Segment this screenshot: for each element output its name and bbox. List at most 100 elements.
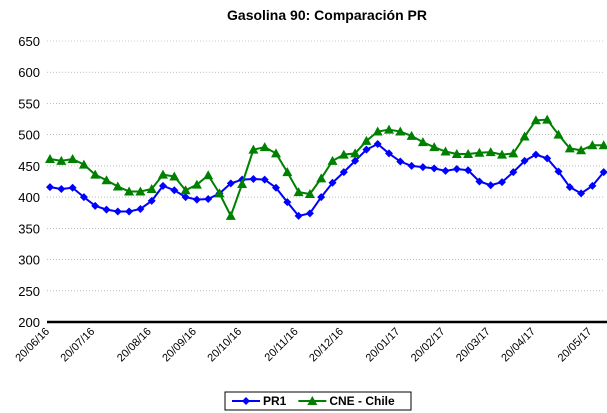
data-point: [79, 193, 88, 202]
data-point: [350, 148, 361, 158]
data-point: [395, 126, 406, 136]
data-point: [406, 130, 417, 140]
data-point: [214, 188, 225, 198]
data-point: [181, 193, 190, 202]
data-point: [463, 149, 474, 159]
x-tick-label: 20/04/17: [499, 326, 538, 365]
data-point: [508, 148, 519, 158]
legend-marker: [242, 397, 250, 405]
data-point: [440, 146, 451, 156]
y-tick-label: 450: [18, 159, 40, 174]
data-point: [271, 148, 281, 158]
data-point: [587, 140, 598, 150]
data-point: [169, 171, 180, 181]
x-tick-label: 20/02/17: [409, 326, 448, 365]
data-point: [327, 155, 338, 165]
x-tick-label: 20/11/16: [263, 326, 301, 364]
data-point: [272, 183, 280, 192]
data-point: [430, 164, 439, 173]
data-point: [384, 124, 394, 134]
chart-title: Gasolina 90: Comparación PR: [227, 7, 427, 23]
data-point: [576, 145, 587, 155]
x-tick-label: 20/05/17: [556, 326, 595, 365]
data-point: [112, 181, 123, 191]
data-point: [464, 166, 473, 175]
data-point: [305, 209, 314, 218]
data-point: [259, 142, 270, 152]
data-point: [577, 189, 586, 198]
data-point: [90, 169, 101, 179]
data-point: [486, 181, 495, 190]
legend-label: CNE - Chile: [329, 394, 395, 408]
data-point: [170, 186, 179, 195]
data-point: [452, 165, 461, 174]
data-point: [599, 168, 607, 177]
data-point: [598, 140, 607, 150]
data-point: [180, 185, 191, 195]
legend-label: PR1: [263, 394, 287, 408]
y-tick-label: 400: [18, 190, 40, 205]
data-point: [531, 150, 540, 159]
data-point: [554, 167, 563, 176]
data-point: [102, 205, 111, 214]
data-point: [135, 186, 146, 196]
data-point: [46, 183, 54, 192]
x-tick-label: 20/03/17: [454, 326, 493, 365]
data-point: [565, 183, 574, 192]
data-point: [351, 156, 360, 165]
y-tick-label: 200: [18, 315, 40, 330]
data-point: [147, 196, 156, 205]
data-point: [158, 169, 168, 179]
y-tick-label: 650: [18, 34, 40, 49]
x-tick-label: 20/07/16: [59, 326, 98, 365]
data-point: [417, 137, 428, 147]
data-point: [192, 195, 201, 204]
data-point: [136, 204, 145, 213]
data-point: [429, 142, 440, 152]
x-tick-label: 20/01/17: [364, 326, 403, 365]
data-point: [124, 186, 135, 196]
y-tick-label: 550: [18, 96, 40, 111]
data-point: [474, 147, 485, 157]
x-tick-label: 20/10/16: [205, 326, 244, 365]
data-point: [339, 168, 348, 177]
data-point: [385, 149, 393, 158]
data-point: [226, 179, 235, 188]
data-point: [282, 167, 293, 177]
data-point: [225, 210, 236, 220]
x-tick-label: 20/08/16: [115, 326, 154, 365]
data-point: [361, 135, 372, 145]
data-point: [237, 178, 248, 188]
data-point: [441, 166, 450, 175]
data-point: [249, 175, 258, 184]
data-point: [293, 187, 304, 197]
data-point: [113, 207, 122, 216]
data-point: [497, 149, 507, 159]
y-tick-label: 300: [18, 253, 40, 268]
data-point: [372, 126, 383, 136]
data-point: [57, 184, 66, 193]
data-point: [67, 154, 78, 164]
data-point: [451, 149, 462, 159]
data-point: [191, 179, 202, 189]
data-point: [588, 181, 597, 190]
data-point: [362, 145, 371, 154]
data-point: [317, 193, 326, 202]
data-point: [146, 183, 157, 193]
data-point: [316, 173, 327, 183]
data-point: [509, 168, 518, 177]
x-tick-label: 20/12/16: [307, 326, 346, 365]
data-point: [396, 157, 405, 166]
data-point: [159, 181, 167, 190]
data-point: [338, 149, 349, 159]
y-tick-label: 250: [18, 284, 40, 299]
data-point: [418, 163, 427, 172]
data-point: [328, 178, 337, 187]
data-point: [78, 159, 89, 169]
data-point: [519, 131, 530, 141]
data-point: [68, 183, 77, 192]
data-point: [125, 207, 134, 216]
data-point: [203, 170, 214, 180]
data-point: [56, 155, 67, 165]
